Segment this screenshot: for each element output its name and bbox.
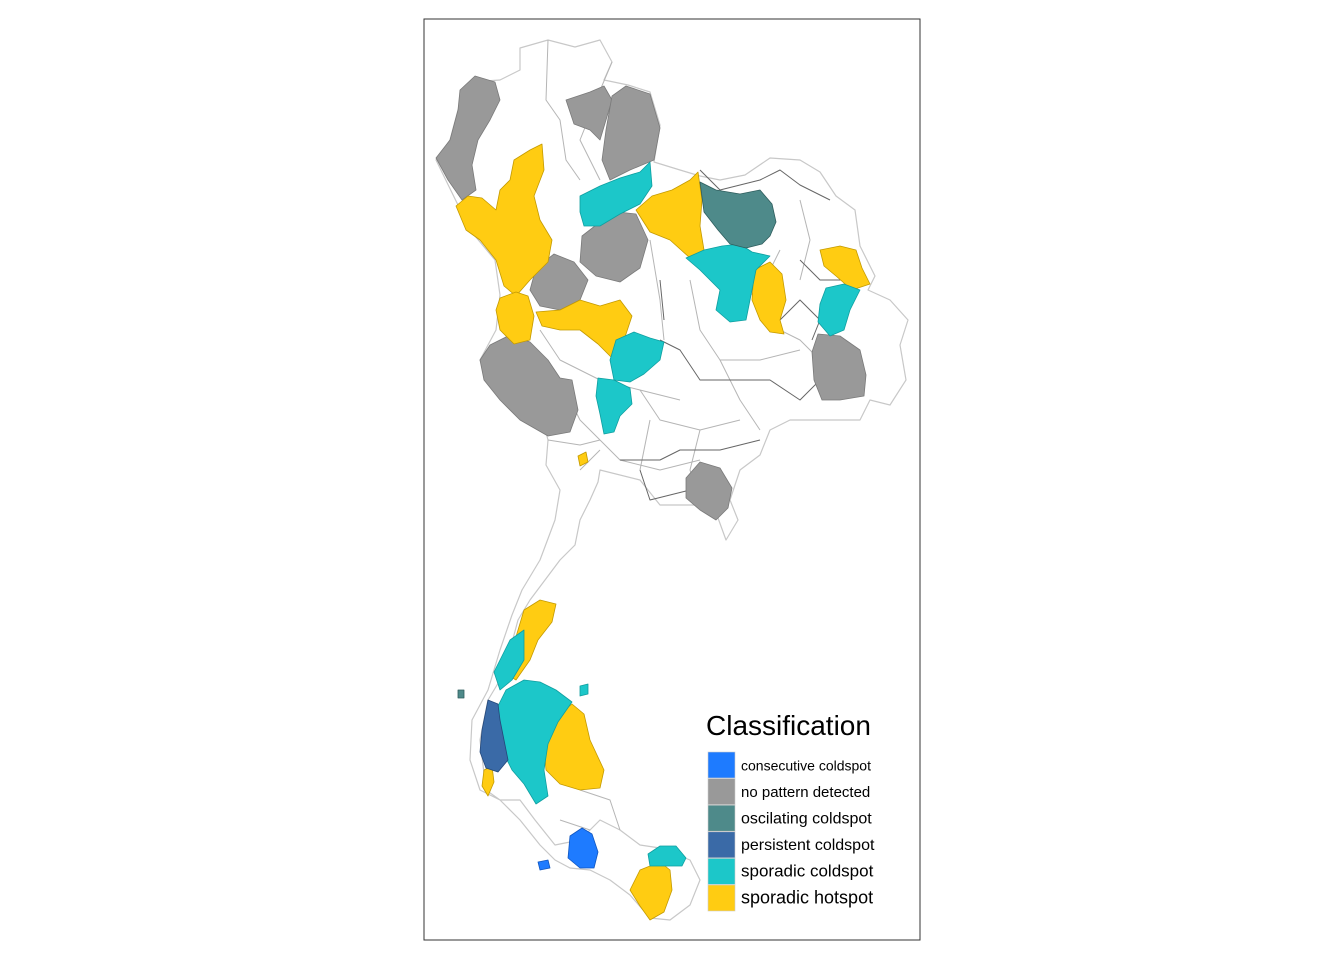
legend-swatch bbox=[707, 804, 736, 832]
province-ranong bbox=[493, 629, 525, 691]
region-oscilating-coldspot bbox=[457, 181, 777, 699]
province-ubon-north bbox=[811, 333, 867, 401]
legend-swatch bbox=[707, 778, 736, 805]
legend-swatch bbox=[707, 831, 736, 859]
province-satun bbox=[567, 827, 599, 869]
legend: Classification consecutive coldspot no pa… bbox=[706, 710, 875, 912]
legend-label: sporadic coldspot bbox=[741, 862, 874, 881]
province-chiang-rai-east bbox=[601, 85, 661, 181]
legend-label: persistent coldspot bbox=[741, 837, 875, 854]
region-sporadic-hotspot bbox=[455, 143, 871, 921]
province-borders bbox=[519, 39, 821, 831]
legend-label: sporadic hotspot bbox=[741, 887, 873, 907]
province-phetchabun bbox=[609, 331, 665, 383]
province-chiang-rai-west bbox=[565, 85, 613, 141]
province-phayao bbox=[579, 161, 653, 227]
province-pattani bbox=[647, 845, 687, 867]
province-ubon-east bbox=[817, 283, 861, 337]
region-no-pattern bbox=[435, 75, 867, 521]
province-chiang-mai bbox=[455, 143, 553, 297]
province-udon-thani bbox=[685, 243, 771, 323]
legend-label: consecutive coldspot bbox=[741, 757, 871, 773]
region-persistent-coldspot bbox=[479, 699, 509, 773]
legend-swatch bbox=[707, 751, 736, 779]
province-island-dot bbox=[579, 683, 589, 697]
province-phang-nga-dots bbox=[457, 689, 465, 699]
province-buriram bbox=[685, 461, 733, 521]
province-satun-islands bbox=[537, 859, 551, 871]
thailand-map bbox=[435, 39, 909, 921]
province-sakon-nakhon bbox=[699, 181, 777, 249]
province-mukdahan bbox=[751, 261, 787, 335]
province-ayutthaya-small bbox=[577, 451, 589, 467]
province-borders-dark bbox=[620, 169, 860, 501]
legend-label: oscilating coldspot bbox=[741, 811, 872, 828]
province-phang-nga bbox=[479, 699, 509, 773]
province-mae-hong-son-north bbox=[435, 75, 501, 201]
legend-label: no pattern detected bbox=[741, 784, 870, 801]
region-consecutive-coldspot bbox=[537, 827, 599, 871]
province-nakhon-phanom bbox=[819, 245, 871, 291]
province-nakhon-sawan bbox=[595, 377, 633, 435]
legend-items: consecutive coldspot no pattern detected o… bbox=[707, 751, 875, 912]
province-tak bbox=[479, 334, 579, 437]
province-nan bbox=[635, 171, 705, 259]
legend-swatch bbox=[707, 858, 736, 885]
legend-swatch bbox=[707, 884, 736, 912]
region-sporadic-coldspot bbox=[493, 161, 861, 867]
legend-title: Classification bbox=[706, 710, 871, 741]
province-mae-hong-son-south bbox=[495, 291, 535, 345]
